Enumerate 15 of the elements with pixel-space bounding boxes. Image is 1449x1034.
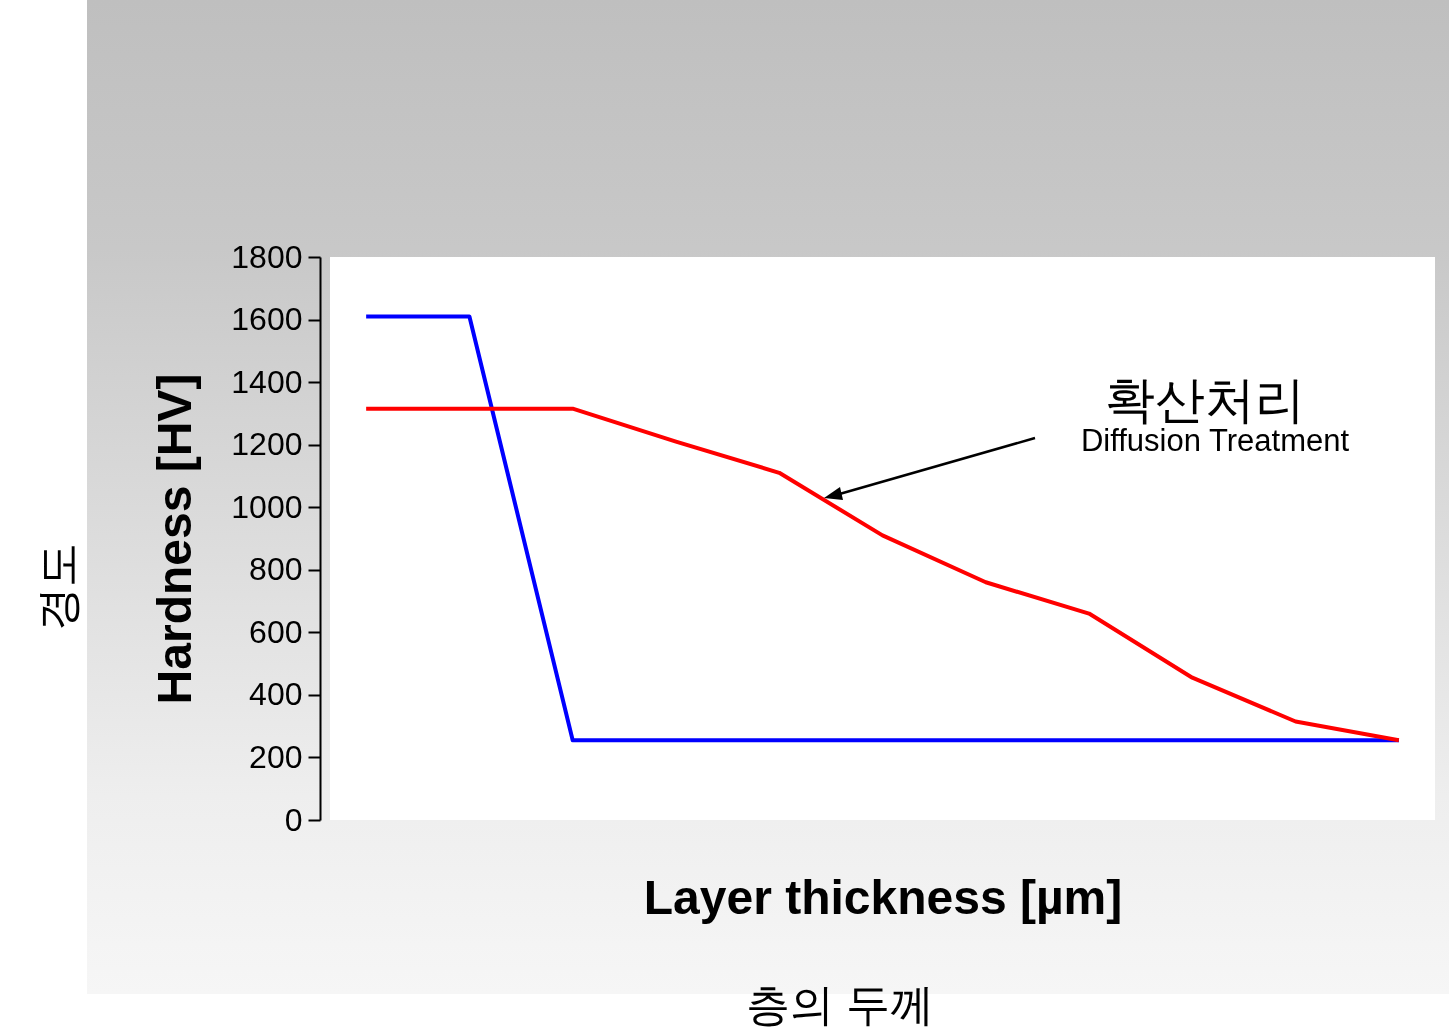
y-tick-label: 1800	[231, 238, 303, 275]
y-tick-label: 200	[249, 738, 303, 775]
annotation: 확산처리	[1105, 372, 1305, 428]
y-tick-label: 800	[249, 551, 303, 588]
y-axis-title: Hardness [HV]	[148, 373, 202, 705]
y-tick-label: 1200	[231, 426, 303, 463]
y-tick-label: 1000	[231, 488, 303, 525]
text: 경도	[33, 543, 82, 631]
y-tick-label: 600	[249, 613, 303, 650]
y-tick-label: 400	[249, 676, 303, 713]
x-axis-title: Layer thickness [µm]	[643, 870, 1123, 924]
y-tick-label: 1600	[231, 301, 303, 338]
y-tick-label: 1400	[231, 363, 303, 400]
y-tick-label: 0	[284, 801, 303, 838]
text: 층의 두께	[745, 980, 935, 1029]
